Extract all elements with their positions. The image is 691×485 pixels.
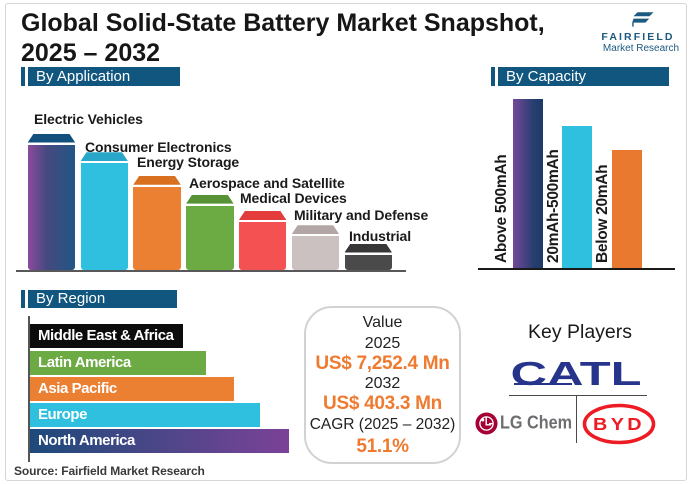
svg-text:CATL: CATL xyxy=(511,355,642,392)
svg-text:LG Chem: LG Chem xyxy=(500,413,572,433)
svg-text:BYD: BYD xyxy=(593,414,645,434)
